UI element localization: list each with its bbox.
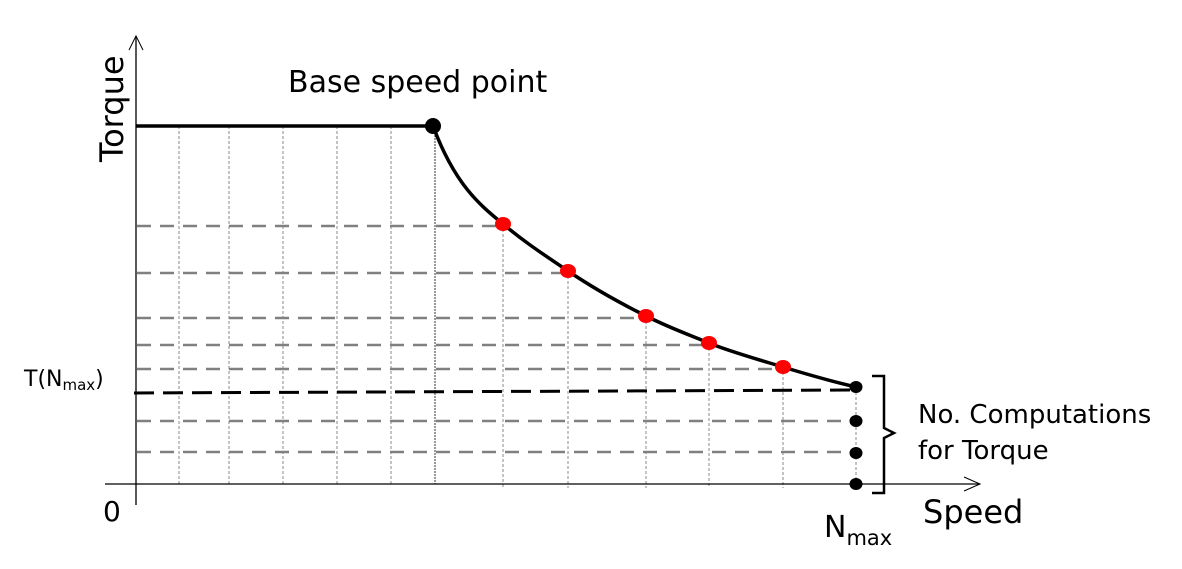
- computed-point: [495, 217, 511, 231]
- brace-label-line1: No. Computations: [918, 400, 1151, 430]
- power-curve: [431, 125, 857, 389]
- base-speed-label: Base speed point: [288, 65, 548, 100]
- computed-point: [560, 264, 576, 278]
- nmax-label: Nmax: [824, 510, 892, 550]
- x-axis-arrow-icon: [963, 476, 982, 492]
- y-axis-arrow-icon: [128, 34, 144, 51]
- computed-point: [775, 360, 791, 374]
- base-speed-point: [425, 118, 441, 134]
- brace-label-line2: for Torque: [918, 436, 1049, 466]
- t-nmax-line: [133, 388, 857, 395]
- origin-label: 0: [103, 495, 121, 528]
- computed-point: [638, 309, 654, 323]
- grid-lines: [137, 126, 857, 488]
- computed-point: [701, 336, 717, 350]
- torque-computation-point: [849, 415, 863, 427]
- t-nmax-label: T(Nmax): [23, 367, 104, 394]
- axes: [105, 34, 982, 505]
- torque-computation-point: [849, 447, 863, 459]
- y-axis-label: Torque: [93, 55, 131, 163]
- brace-icon: [872, 374, 897, 495]
- points: [425, 118, 863, 490]
- torque-computation-point: [849, 381, 863, 393]
- x-axis-label: Speed: [923, 493, 1023, 531]
- torque-computation-point: [849, 478, 863, 490]
